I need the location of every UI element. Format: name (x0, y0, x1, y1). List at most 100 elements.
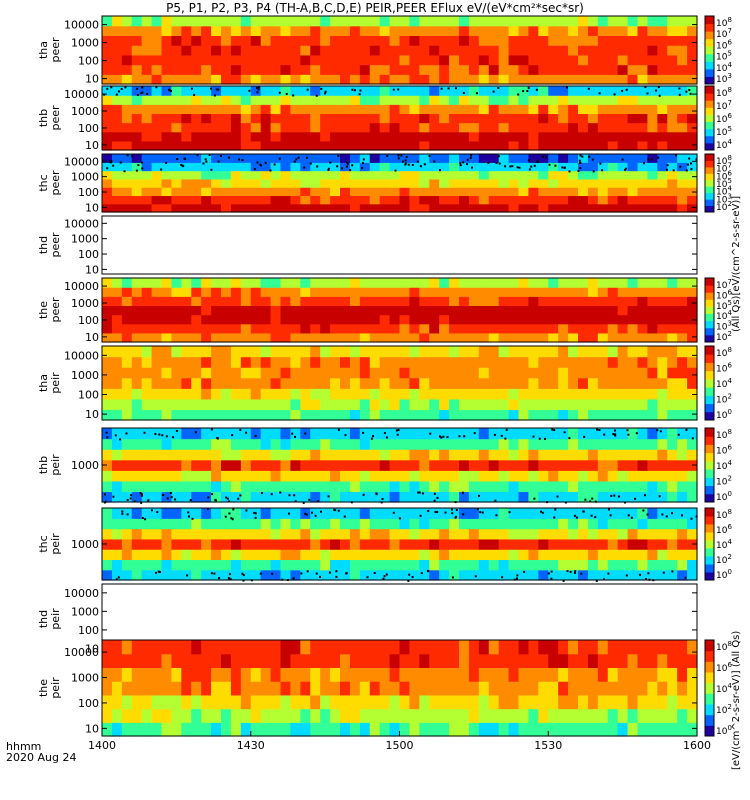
spectro-cell (340, 178, 351, 188)
y-tick-label: 10000 (64, 217, 99, 230)
noise-pixel (231, 434, 234, 437)
spectro-cell (429, 398, 440, 411)
spectro-cell (538, 95, 549, 105)
spectro-cell (201, 640, 212, 655)
noise-pixel (639, 573, 641, 576)
colorbar-frame (704, 427, 715, 503)
spectro-cell (568, 569, 579, 581)
spectro-cell (290, 367, 301, 379)
spectro-cell (568, 470, 579, 482)
noise-pixel (279, 491, 282, 494)
spectro-cell (141, 528, 153, 540)
spectro-cell (568, 287, 579, 297)
spectro-cell (538, 287, 549, 297)
spectro-cell (191, 346, 202, 358)
colorbar-segment (705, 650, 714, 662)
spectro-cell (330, 332, 341, 343)
spectro-cell (399, 438, 411, 450)
noise-pixel (334, 509, 337, 512)
spectro-cell (528, 131, 539, 142)
spectro-cell (310, 178, 321, 188)
spectro-cell (181, 332, 192, 343)
spectro-cell (647, 694, 658, 710)
spectro-cell (587, 287, 599, 297)
spectro-cell (568, 16, 579, 27)
spectro-cell (131, 95, 143, 105)
spectro-cell (121, 438, 133, 450)
spectro-cell (161, 367, 173, 379)
spectro-cell (280, 667, 292, 682)
spectro-cell (230, 667, 242, 682)
colorbar-tick-base: 10 (716, 643, 728, 653)
spectro-cell (131, 708, 143, 723)
spectro-cell (647, 95, 658, 105)
spectro-cell (260, 296, 272, 307)
spectro-cell (518, 278, 530, 288)
noise-pixel (423, 163, 426, 166)
spectro-cell (677, 131, 688, 142)
spectro-cell (260, 470, 272, 482)
spectro-cell (250, 122, 262, 133)
spectro-cell (687, 140, 698, 151)
colorbar-tick-label: 100 (716, 408, 732, 421)
spectro-cell (250, 398, 262, 411)
spectro-cell (310, 569, 321, 581)
spectro-cell (161, 528, 173, 540)
spectro-cell (121, 203, 133, 213)
spectro-cell (587, 113, 599, 124)
spectro-cell (578, 559, 589, 571)
spectro-cell (111, 296, 123, 307)
spectro-cell (181, 323, 192, 334)
spectro-cell (508, 113, 520, 124)
spectro-cell (240, 16, 252, 27)
spectro-cell (587, 122, 599, 133)
spectro-cell (141, 491, 153, 503)
spectro-cell (508, 722, 520, 737)
spectro-cell (369, 538, 381, 550)
colorbar-segment (705, 460, 714, 470)
spectro-cell (230, 528, 242, 540)
spectro-cell (330, 398, 341, 411)
colorbar-segment (705, 186, 714, 194)
noise-pixel (392, 88, 395, 91)
spectro-cell (578, 113, 589, 124)
y-tick-label: 10000 (64, 155, 99, 168)
colorbar-segment (705, 395, 714, 405)
spectro-cell (320, 178, 331, 188)
spectro-cell (687, 64, 698, 75)
spectro-cell (419, 25, 430, 37)
spectro-cell (102, 569, 113, 581)
colorbar-segment (705, 485, 714, 495)
spectro-cell (478, 64, 490, 75)
colorbar-segment (705, 327, 714, 336)
spectro-cell (369, 296, 381, 307)
spectro-cell (280, 409, 292, 421)
noise-pixel (613, 433, 616, 436)
colorbar-segment (705, 68, 714, 77)
noise-pixel (551, 428, 554, 431)
spectro-cell (667, 323, 678, 334)
spectro-cell (102, 305, 113, 316)
spectro-cell (468, 681, 480, 696)
spectro-cell (171, 549, 182, 561)
spectro-cell (687, 305, 698, 316)
spectro-cell (359, 314, 371, 325)
spectro-cell (201, 64, 212, 75)
spectro-cell (102, 162, 113, 172)
spectro-cell (429, 708, 440, 723)
spectro-cell (379, 305, 391, 316)
spectro-cell (409, 332, 420, 343)
spectro-cell (270, 16, 282, 27)
spectro-cell (449, 538, 460, 550)
spectro-cell (250, 694, 262, 710)
spectro-cell (161, 287, 173, 297)
spectro-cell (201, 74, 212, 85)
colorbar-segment (705, 508, 714, 517)
spectro-cell (607, 95, 619, 105)
spectro-cell (667, 154, 678, 163)
spectro-cell (677, 508, 688, 519)
spectro-cell (250, 549, 262, 561)
spectro-cell (191, 428, 202, 440)
spectro-cell (637, 35, 649, 46)
colorbar-tick-base: 10 (716, 685, 728, 695)
